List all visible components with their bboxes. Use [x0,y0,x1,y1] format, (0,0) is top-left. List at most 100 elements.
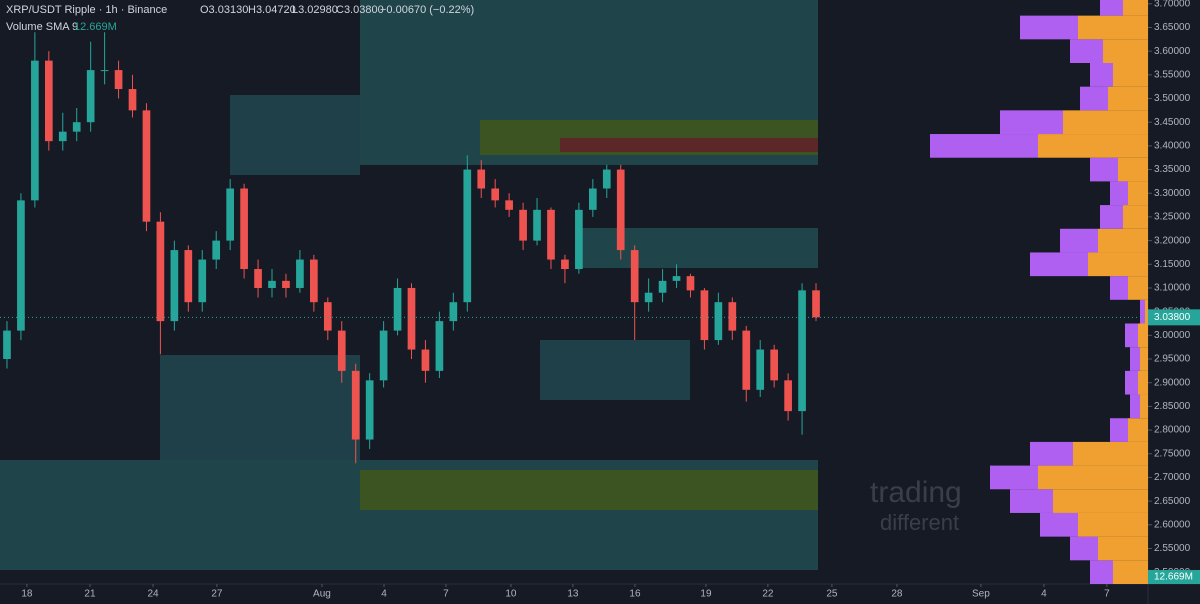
profile-up [1118,157,1148,182]
candle-body [547,209,555,260]
profile-up [1140,394,1148,419]
y-tick-label: 2.80000 [1154,425,1191,436]
candle-body [31,60,39,201]
indicator-name: Volume SMA 9 [6,21,78,33]
y-tick-label: 3.15000 [1154,259,1191,270]
candle-body [714,302,723,341]
ohlc: H3.04720 [248,4,296,16]
candle-body [616,169,625,251]
candle-body [337,330,346,371]
zones [0,0,818,570]
y-tick-label: 3.65000 [1154,22,1191,33]
candle-body [282,280,290,288]
candle-body [435,321,444,371]
profile-down [1100,205,1123,229]
profile-up [1113,560,1148,584]
profile-down [1030,252,1088,277]
y-tick-label: 3.50000 [1154,93,1191,104]
candle-body [198,259,207,303]
candle-body [742,330,751,390]
y-tick-label: 3.20000 [1154,235,1191,246]
x-tick-label: 7 [443,589,449,600]
profile-down [1125,370,1138,395]
candle-body [296,259,304,288]
y-tick-label: 2.55000 [1154,543,1191,554]
candle-body [17,200,25,331]
candle-body [463,169,472,303]
x-tick-label: 4 [1041,589,1047,600]
volume-axis-label: 12.669M [1154,572,1193,583]
candle-body [784,380,792,412]
candle-body [798,290,806,412]
profile-down [1130,347,1140,371]
profile-down [1010,489,1053,513]
candle-body [700,290,709,341]
candle-body [44,60,53,142]
profile-up [1113,62,1148,87]
zone [230,95,360,175]
x-tick-label: 22 [762,589,774,600]
candle-body [114,70,123,90]
x-tick-label: Aug [313,589,331,600]
x-tick-label: 27 [211,589,223,600]
profile-up [1098,536,1148,561]
y-tick-label: 3.45000 [1154,117,1191,128]
symbol-title: XRP/USDT Ripple · 1h · Binance [6,4,167,16]
y-tick-label: 3.35000 [1154,164,1191,175]
zone [360,470,818,510]
ohlc: C3.03800 [336,4,384,16]
profile-down [1000,110,1063,135]
candle-body [812,290,820,318]
watermark: trading [870,476,962,509]
profile-down [1090,157,1118,182]
profile-down [1140,299,1145,324]
profile-down [1125,323,1138,348]
candle-body [672,276,681,281]
profile-up [1078,512,1148,537]
candle-body [226,188,234,241]
profile-down [1110,418,1128,442]
profile-up [1145,299,1148,324]
candle-body [128,89,137,111]
candle-body [323,302,332,331]
y-tick-label: 2.70000 [1154,472,1191,483]
candle-body [142,110,151,222]
profile-up [1038,134,1148,158]
profile-up [1123,205,1148,229]
profile-down [1020,15,1078,40]
profile-up [1108,86,1148,111]
last-price-label: 3.03800 [1154,312,1191,323]
volume-box [1148,570,1200,584]
y-tick-label: 3.70000 [1154,0,1191,9]
candle-body [184,250,193,303]
zone [560,138,818,152]
ohlc: L3.02980 [292,4,338,16]
y-tick-label: 3.10000 [1154,283,1191,294]
profile-down [1090,560,1113,584]
candle-body [686,276,695,291]
candle-body [491,188,500,201]
candle-body [770,349,779,381]
candle-body [351,370,360,440]
zone [480,120,818,155]
candle-body [254,269,262,288]
y-tick-label: 2.95000 [1154,354,1191,365]
x-tick-label: 18 [21,589,33,600]
candle-body [72,122,81,132]
y-tick-label: 2.75000 [1154,448,1191,459]
x-tick-label: 10 [505,589,517,600]
profile-down [1110,181,1128,206]
profile-up [1078,15,1148,40]
candle-body [728,302,737,331]
y-tick-label: 3.40000 [1154,141,1191,152]
profile-down [1130,394,1140,419]
profile-up [1103,39,1148,63]
profile-down [990,465,1038,490]
profile-up [1038,465,1148,490]
profile-down [1070,536,1098,561]
profile-down [1070,39,1103,63]
profile-up [1088,252,1148,277]
x-tick-label: 16 [629,589,641,600]
